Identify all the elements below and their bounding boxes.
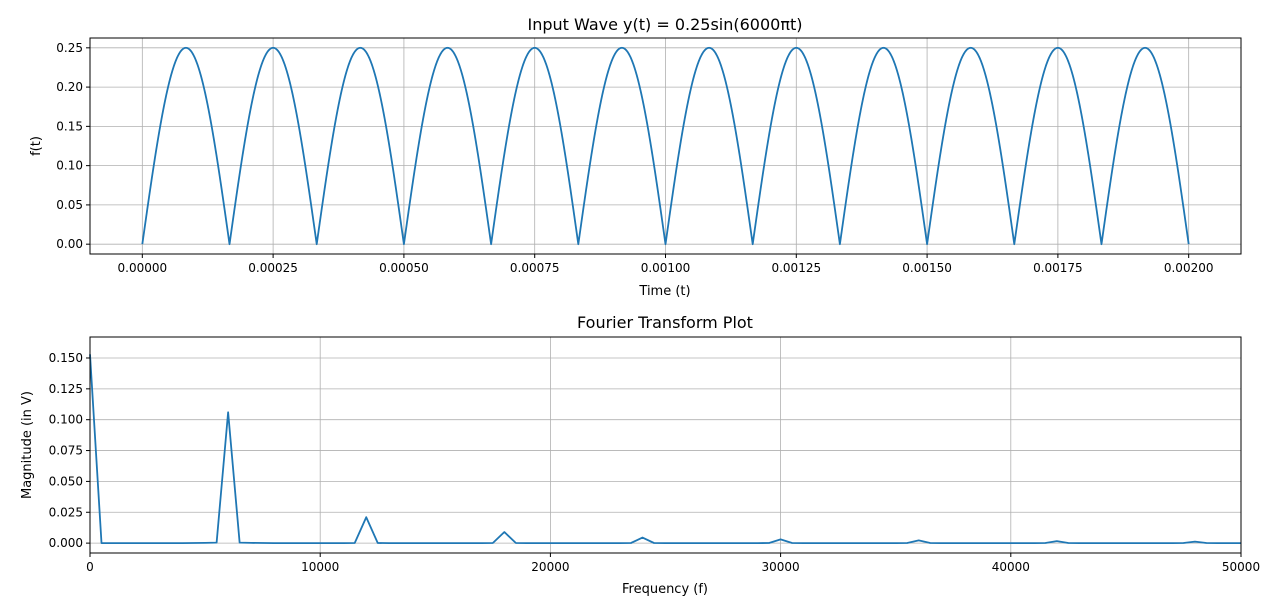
fourier-plot-frame xyxy=(89,336,1242,554)
fourier-y-tick-label: 0.025 xyxy=(49,505,83,519)
fourier-y-tick-label: 0.150 xyxy=(49,351,83,365)
input-wave-y-tick-label: 0.10 xyxy=(56,159,83,173)
input-wave-x-tick-label: 0.00200 xyxy=(1164,261,1214,275)
input-wave-chart: Input Wave y(t) = 0.25sin(6000πt) 0.0000… xyxy=(29,15,1242,299)
input-wave-y-tick-label: 0.20 xyxy=(56,80,83,94)
fourier-x-tick-label: 40000 xyxy=(992,560,1030,574)
input-wave-x-tick-label: 0.00025 xyxy=(248,261,298,275)
input-wave-x-ticks: 0.00000 0.00025 0.00050 0.00075 0.00100 0.001… xyxy=(118,254,1214,275)
fourier-x-tick-label: 10000 xyxy=(301,560,339,574)
input-wave-series-line xyxy=(141,46,1190,246)
fourier-y-tick-label: 0.100 xyxy=(49,413,83,427)
fourier-y-tick-label: 0.050 xyxy=(49,474,83,488)
fourier-series-line xyxy=(89,354,1241,545)
fourier-x-axis-label: Frequency (f) xyxy=(622,582,708,597)
fourier-y-axis-label: Magnitude (in V) xyxy=(20,391,35,499)
fourier-y-tick-label: 0.075 xyxy=(49,444,83,458)
fourier-y-tick-label: 0.000 xyxy=(49,536,83,550)
input-wave-y-tick-label: 0.25 xyxy=(56,41,83,55)
input-wave-y-tick-label: 0.05 xyxy=(56,198,83,212)
fourier-x-ticks: 0 10000 20000 30000 40000 50000 xyxy=(86,553,1260,574)
input-wave-y-axis-label: f(t) xyxy=(29,136,44,156)
fourier-series xyxy=(89,354,1241,545)
input-wave-x-tick-label: 0.00100 xyxy=(641,261,691,275)
input-wave-y-tick-label: 0.15 xyxy=(56,119,83,133)
input-wave-x-tick-label: 0.00050 xyxy=(379,261,429,275)
fourier-x-tick-label: 0 xyxy=(86,560,94,574)
fourier-title: Fourier Transform Plot xyxy=(577,313,753,332)
fourier-x-tick-label: 20000 xyxy=(531,560,569,574)
input-wave-x-tick-label: 0.00150 xyxy=(902,261,952,275)
input-wave-title: Input Wave y(t) = 0.25sin(6000πt) xyxy=(528,15,803,34)
input-wave-x-tick-label: 0.00125 xyxy=(771,261,821,275)
fourier-chart: Fourier Transform Plot 0 10000 20000 30000 4… xyxy=(20,313,1260,597)
input-wave-series xyxy=(141,46,1190,246)
fourier-y-ticks: 0.000 0.025 0.050 0.075 0.100 0.125 0.150 xyxy=(49,351,90,550)
input-wave-x-axis-label: Time (t) xyxy=(638,284,690,299)
input-wave-y-tick-label: 0.00 xyxy=(56,237,83,251)
input-wave-y-ticks: 0.00 0.05 0.10 0.15 0.20 0.25 xyxy=(56,41,90,251)
fourier-x-tick-label: 30000 xyxy=(762,560,800,574)
fourier-x-tick-label: 50000 xyxy=(1222,560,1260,574)
input-wave-x-tick-label: 0.00000 xyxy=(118,261,168,275)
input-wave-x-tick-label: 0.00175 xyxy=(1033,261,1083,275)
fourier-y-tick-label: 0.125 xyxy=(49,382,83,396)
input-wave-grid xyxy=(90,38,1241,254)
input-wave-x-tick-label: 0.00075 xyxy=(510,261,560,275)
